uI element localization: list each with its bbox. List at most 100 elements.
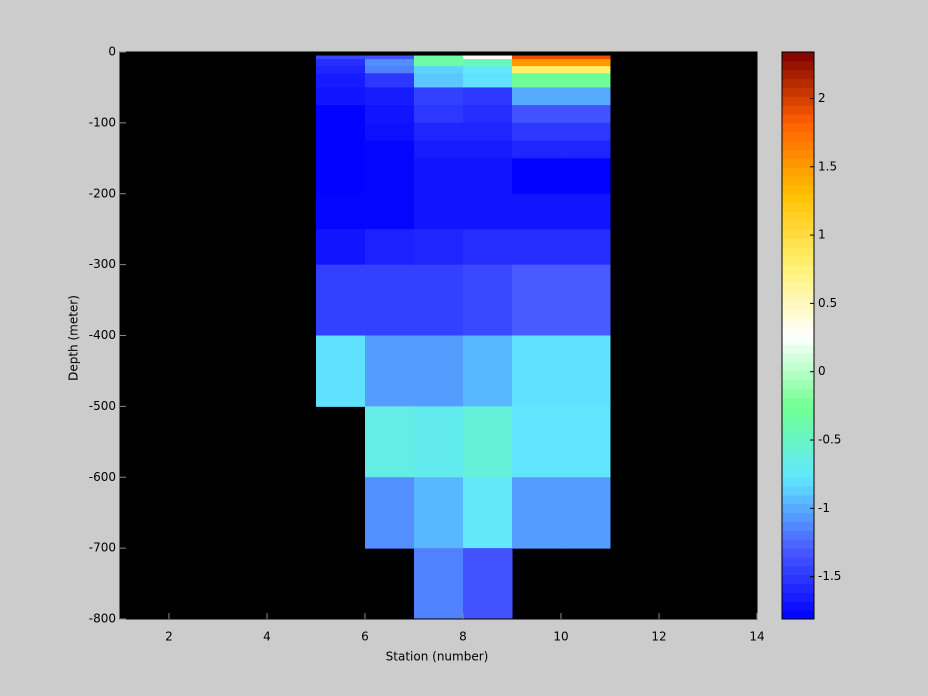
x-tick-label: 12: [651, 630, 666, 644]
heat-cell: [512, 105, 562, 124]
heat-cell: [316, 55, 366, 60]
colorbar-swatch: [782, 459, 814, 469]
heat-cell: [414, 406, 464, 478]
y-tick-label: -600: [89, 470, 116, 484]
colorbar-swatch: [782, 565, 814, 576]
heat-cell: [463, 229, 513, 266]
heat-cell: [365, 122, 415, 142]
heat-cell: [414, 105, 464, 124]
heat-cell: [463, 335, 513, 407]
colorbar-swatch: [782, 300, 814, 310]
heat-cell: [316, 335, 366, 407]
heat-cell: [512, 193, 562, 230]
y-axis-label: Depth (meter): [67, 295, 81, 381]
heat-cell: [463, 477, 513, 549]
heat-cell: [463, 548, 513, 620]
heat-cell: [512, 59, 562, 67]
heat-cell: [365, 477, 415, 549]
heat-cell: [463, 66, 513, 74]
colorbar-swatch: [782, 264, 814, 274]
colorbar-swatch: [782, 521, 814, 531]
heat-cell: [365, 66, 415, 74]
heat-cell: [414, 122, 464, 142]
colorbar-swatch: [782, 96, 814, 106]
heat-cell: [512, 158, 562, 195]
colorbar-swatch: [782, 149, 814, 159]
colorbar-swatch: [782, 406, 814, 416]
colorbar-swatch: [782, 87, 814, 97]
colorbar-swatch: [782, 229, 814, 239]
x-tick-label: 2: [165, 630, 173, 644]
y-tick-label: -400: [89, 328, 116, 342]
colorbar-swatch: [782, 238, 814, 248]
y-tick-label: -800: [89, 612, 116, 626]
colorbar-swatch: [782, 362, 814, 372]
colorbar-swatch: [782, 291, 814, 301]
colorbar-swatch: [782, 574, 814, 585]
colorbar-swatch: [782, 52, 814, 62]
colorbar-swatch: [782, 441, 814, 452]
heat-cell: [561, 59, 611, 67]
heat-cell: [414, 140, 464, 159]
heat-cell: [414, 66, 464, 74]
colorbar-swatch: [782, 255, 814, 266]
colorbar-swatch: [782, 556, 814, 567]
colorbar-swatch: [782, 326, 814, 336]
colorbar-swatch: [782, 548, 814, 558]
heat-cell: [561, 66, 611, 74]
x-tick-label: 10: [553, 630, 568, 644]
heat-cell: [414, 548, 464, 620]
colorbar-swatch: [782, 388, 814, 399]
colorbar-swatch: [782, 60, 814, 71]
heat-cell: [463, 406, 513, 478]
y-tick-label: -200: [89, 186, 116, 200]
heat-cell: [463, 59, 513, 67]
heat-cell: [316, 87, 366, 106]
colorbar-tick-label: -1: [818, 501, 830, 515]
heat-cell: [316, 140, 366, 159]
heat-cell: [414, 229, 464, 266]
heat-cell: [316, 158, 366, 195]
heat-cell: [316, 122, 366, 142]
colorbar-tick-label: 2: [818, 91, 826, 105]
heat-cell: [463, 105, 513, 124]
colorbar-swatch: [782, 432, 814, 443]
colorbar-tick-label: -1.5: [818, 569, 841, 583]
heat-cell: [365, 55, 415, 60]
colorbar-swatch: [782, 273, 814, 283]
colorbar-swatch: [782, 105, 814, 115]
heat-cell: [316, 264, 366, 336]
heat-cell: [365, 105, 415, 124]
colorbar-swatch: [782, 539, 814, 549]
heat-cell: [414, 264, 464, 336]
heat-cell: [561, 105, 611, 124]
y-tick-label: -100: [89, 115, 116, 129]
heat-cell: [414, 87, 464, 106]
colorbar-swatch: [782, 583, 814, 593]
colorbar-swatch: [782, 486, 814, 496]
colorbar-swatch: [782, 78, 814, 88]
heat-cell: [316, 193, 366, 230]
heat-cell: [463, 55, 513, 60]
colorbar-swatch: [782, 335, 814, 345]
heat-cell: [561, 55, 611, 60]
heat-cell: [365, 87, 415, 106]
heat-cell: [316, 59, 366, 67]
heat-cell: [414, 55, 464, 60]
heat-cell: [365, 406, 415, 478]
heat-cell: [512, 335, 562, 407]
colorbar-swatch: [782, 158, 814, 168]
colorbar-tick-label: 0.5: [818, 296, 837, 310]
heat-cell: [316, 105, 366, 124]
x-tick-label: 8: [459, 630, 467, 644]
colorbar-swatch: [782, 193, 814, 204]
colorbar-swatch: [782, 211, 814, 221]
heat-cell: [463, 122, 513, 142]
heat-cell: [365, 59, 415, 67]
colorbar-swatch: [782, 468, 814, 478]
colorbar-tick-label: -0.5: [818, 433, 841, 447]
colorbar-swatch: [782, 370, 814, 381]
colorbar-swatch: [782, 424, 814, 434]
heat-cell: [561, 335, 611, 407]
